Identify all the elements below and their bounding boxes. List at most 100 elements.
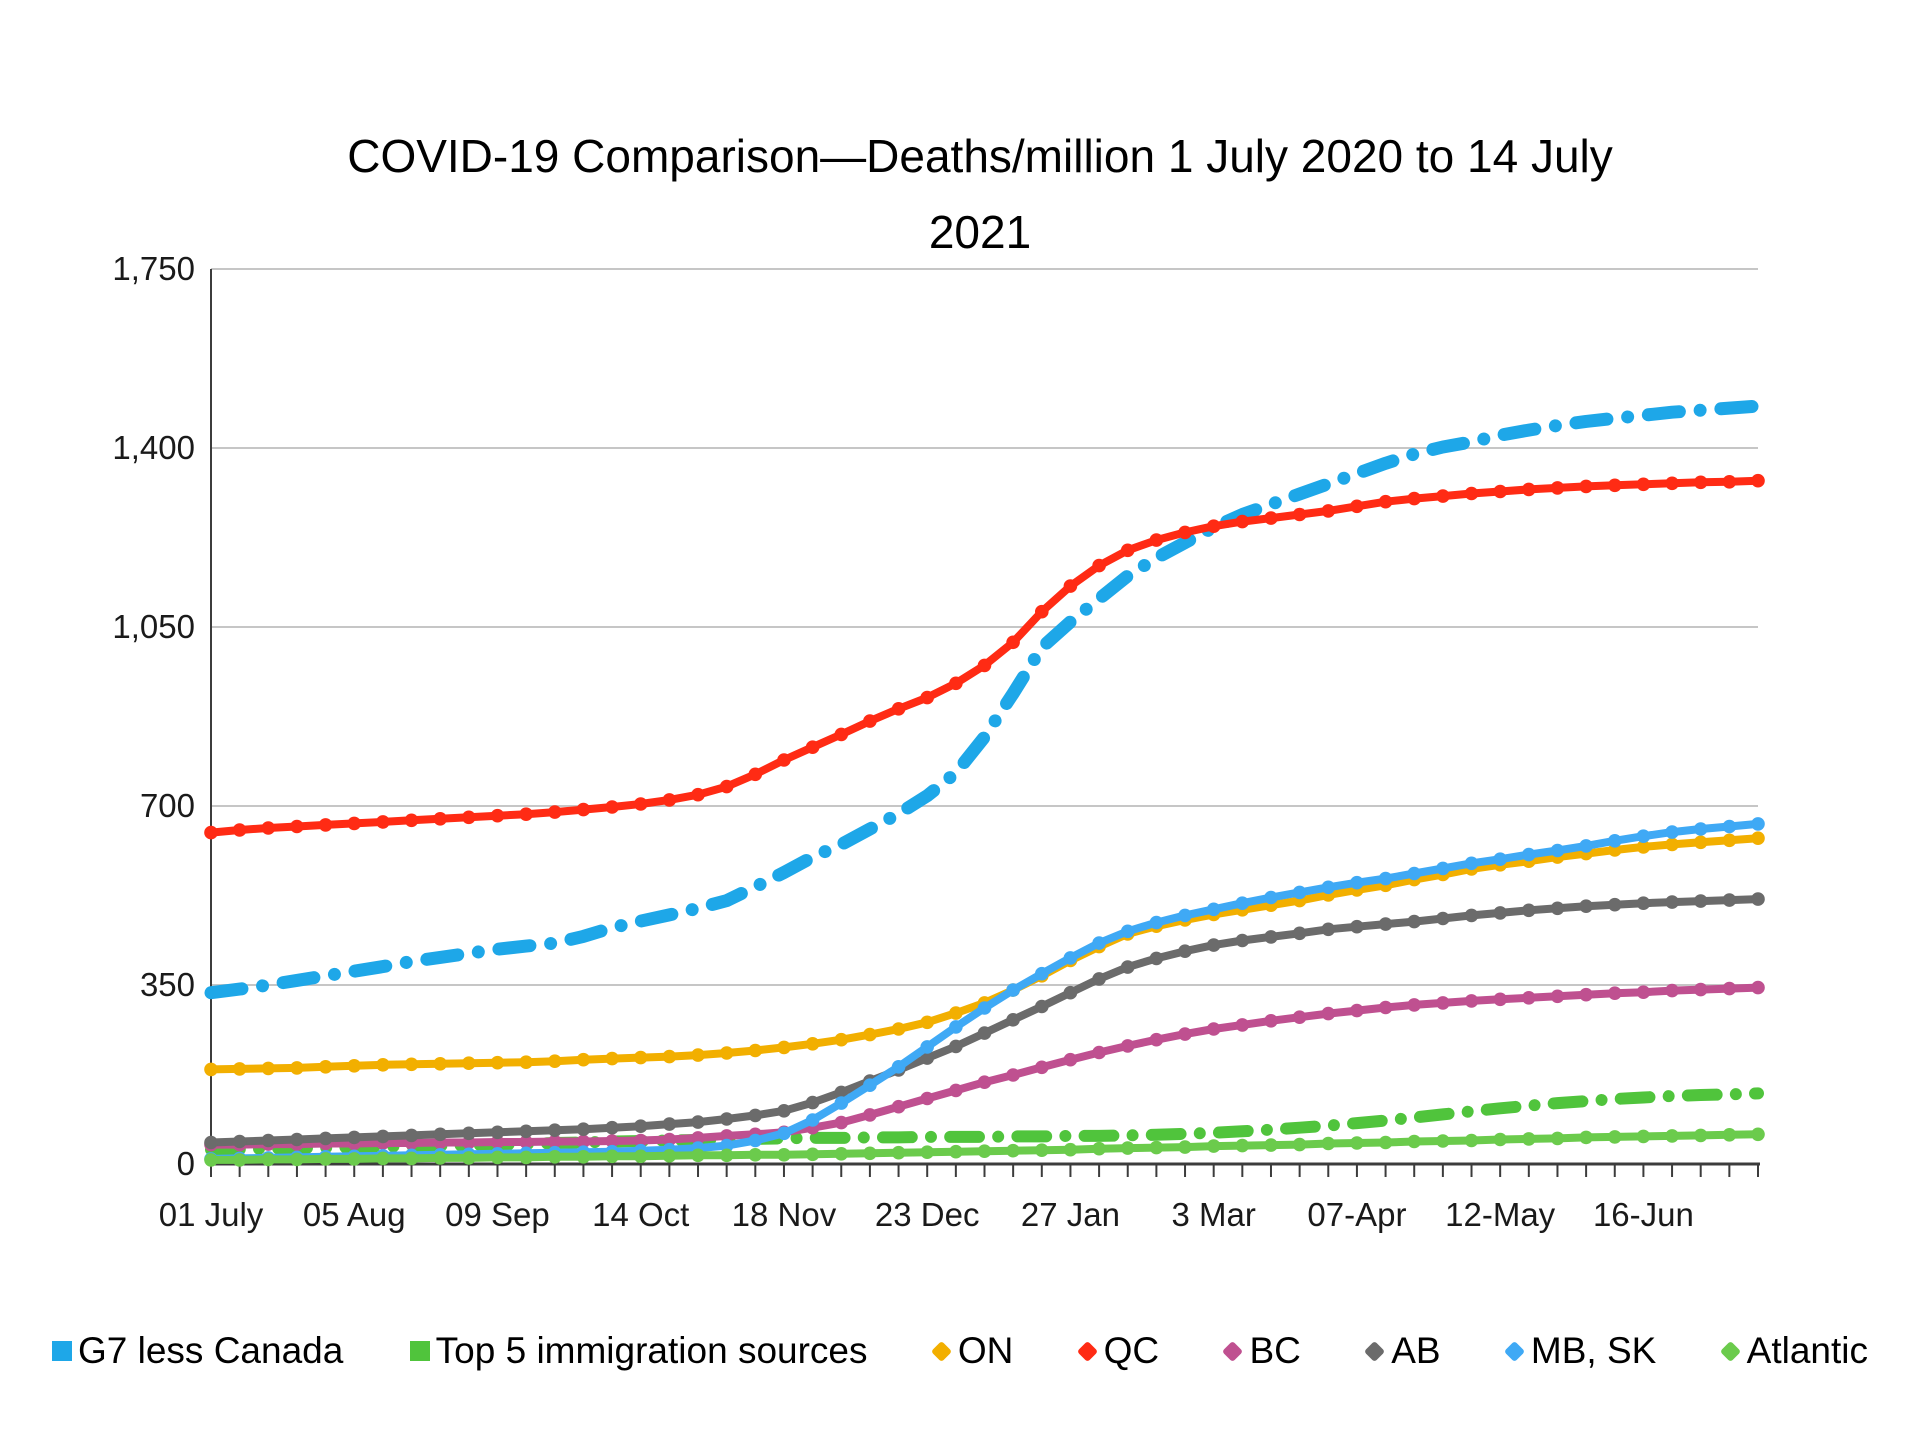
series-marker-qc: [1693, 475, 1708, 490]
series-marker-qc: [1178, 525, 1192, 540]
series-marker-atlantic: [920, 1145, 934, 1159]
series-marker-atlantic: [1751, 1127, 1765, 1142]
series-marker-on: [290, 1061, 304, 1075]
series-marker-ab: [1235, 933, 1250, 948]
diamond-marker-icon: [1076, 1340, 1098, 1362]
series-marker-on: [662, 1049, 677, 1064]
series-marker-on: [691, 1048, 705, 1062]
series-marker-ab: [949, 1039, 963, 1054]
series-marker-ab: [1608, 897, 1622, 912]
series-marker-ab: [1006, 1013, 1020, 1027]
series-marker-atlantic: [1436, 1134, 1450, 1148]
series-marker-ab: [1636, 896, 1651, 910]
series-marker-ab: [1035, 999, 1049, 1014]
series-marker-bc: [949, 1083, 963, 1098]
series-marker-mb-sk: [1092, 936, 1106, 950]
series-marker-bc: [633, 1133, 648, 1148]
series-marker-mb-sk: [1035, 966, 1049, 981]
series-marker-ab: [433, 1127, 448, 1142]
series-marker-bc: [548, 1134, 562, 1149]
series-marker-atlantic: [691, 1148, 705, 1163]
series-marker-bc: [1321, 1006, 1336, 1021]
x-axis-tick-label: 05 Aug: [303, 1196, 406, 1233]
series-marker-ab: [204, 1135, 218, 1150]
legend-label: BC: [1249, 1330, 1301, 1371]
diamond-marker-icon: [1503, 1340, 1526, 1362]
legend-label: G7 less Canada: [78, 1330, 344, 1371]
series-line-qc: [207, 476, 1762, 837]
series-marker-mb-sk: [777, 1126, 791, 1141]
series-marker-mb-sk: [891, 1060, 906, 1074]
series-marker-qc: [1035, 604, 1049, 619]
series-marker-on: [204, 1062, 218, 1077]
series-marker-bc: [863, 1108, 877, 1122]
series-marker-ab: [1092, 972, 1106, 986]
series-marker-on: [232, 1062, 247, 1076]
series-marker-qc: [977, 658, 992, 673]
series-marker-mb-sk: [1665, 825, 1679, 839]
series-marker-mb-sk: [977, 1001, 992, 1015]
series-marker-on: [949, 1006, 963, 1020]
series-marker-bc: [605, 1134, 619, 1148]
series-marker-ab: [1264, 930, 1278, 944]
series-marker-bc: [920, 1091, 934, 1106]
series-marker-ab: [548, 1123, 562, 1137]
series-marker-qc: [1006, 635, 1020, 650]
series-marker-on: [748, 1043, 763, 1058]
legend-label: QC: [1103, 1330, 1160, 1371]
y-axis-tick-label: 1,050: [112, 608, 195, 645]
series-marker-atlantic: [1063, 1142, 1078, 1157]
series-marker-ab: [1751, 892, 1765, 906]
series-marker-ab: [777, 1104, 791, 1118]
series-marker-ab: [462, 1126, 476, 1141]
series-marker-mb-sk: [748, 1133, 763, 1148]
series-marker-ab: [1550, 901, 1565, 916]
series-marker-ab: [1178, 944, 1192, 958]
series-line-g7-less-canada: [204, 399, 1765, 1000]
series-marker-bc: [691, 1131, 705, 1145]
legend-label: MB, SK: [1530, 1330, 1657, 1371]
series-marker-bc: [1292, 1010, 1307, 1024]
series-marker-ab: [633, 1119, 648, 1133]
y-axis-tick-label: 1,400: [112, 429, 195, 466]
series-marker-ab: [834, 1085, 849, 1100]
series-marker-ab: [605, 1120, 619, 1135]
chart-title: COVID-19 Comparison—Deaths/million 1 Jul…: [160, 118, 1800, 270]
series-marker-atlantic: [1665, 1129, 1679, 1143]
series-marker-atlantic: [863, 1146, 877, 1161]
series-marker-qc: [920, 690, 934, 705]
series-marker-qc: [1235, 514, 1250, 529]
series-marker-bc: [1120, 1039, 1135, 1053]
series-marker-on: [519, 1055, 533, 1069]
series-marker-bc: [1636, 985, 1651, 999]
series-marker-qc: [1092, 558, 1106, 573]
series-marker-on: [719, 1046, 734, 1060]
chart-legend: G7 less Canada Top 5 immigration sources O…: [0, 1330, 1920, 1372]
series-marker-ab: [290, 1132, 304, 1147]
series-marker-ab: [1063, 985, 1078, 1000]
x-axis-tick-label: 18 Nov: [732, 1196, 837, 1233]
series-marker-atlantic: [891, 1145, 906, 1160]
series-marker-mb-sk: [1751, 817, 1765, 831]
series-marker-mb-sk: [949, 1020, 963, 1034]
series-marker-on: [376, 1058, 390, 1072]
series-marker-atlantic: [1092, 1141, 1106, 1156]
series-marker-bc: [519, 1135, 533, 1149]
series-marker-on: [920, 1015, 934, 1030]
series-marker-on: [1665, 837, 1679, 852]
series-marker-qc: [519, 807, 533, 821]
series-marker-atlantic: [347, 1152, 362, 1166]
series-marker-qc: [1149, 533, 1164, 547]
series-marker-atlantic: [1722, 1128, 1737, 1142]
series-marker-atlantic: [462, 1151, 476, 1165]
series-marker-atlantic: [519, 1150, 533, 1165]
y-axis-tick-label: 0: [177, 1145, 195, 1182]
series-marker-qc: [1464, 486, 1479, 501]
series-marker-on: [605, 1051, 619, 1066]
series-marker-on: [777, 1040, 791, 1055]
series-marker-bc: [1579, 987, 1593, 1002]
series-marker-atlantic: [1149, 1140, 1164, 1155]
diamond-marker-icon: [930, 1340, 952, 1362]
series-marker-atlantic: [261, 1152, 276, 1167]
y-axis-tick-label: 1,750: [112, 250, 195, 287]
